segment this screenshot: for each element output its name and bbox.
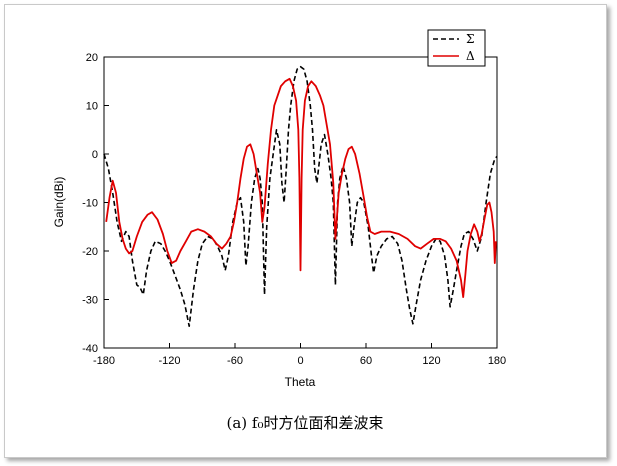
y-tick-label: -30 bbox=[82, 295, 98, 307]
x-tick-label: -60 bbox=[227, 355, 243, 367]
y-tick-label: -40 bbox=[82, 343, 98, 355]
legend-box bbox=[427, 29, 486, 67]
y-axis-label: Gain(dBi) bbox=[52, 177, 66, 228]
x-tick-label: 120 bbox=[422, 355, 440, 367]
axis-ticks: -180 -120 -60 0 60 120 180 -40 -30 -20 -10 0 10 20 bbox=[82, 52, 506, 367]
x-tick-label: -180 bbox=[93, 355, 115, 367]
y-tick-label: 10 bbox=[86, 101, 98, 113]
x-tick-label: 180 bbox=[488, 355, 506, 367]
y-tick-label: 0 bbox=[92, 149, 98, 161]
x-axis-label: Theta bbox=[285, 375, 316, 389]
x-tick-label: 0 bbox=[297, 355, 303, 367]
series-line-delta bbox=[105, 77, 497, 298]
legend-label-sigma: Σ bbox=[466, 32, 474, 46]
series-line-sigma bbox=[103, 65, 498, 327]
y-tick-label: -20 bbox=[82, 246, 98, 258]
figure-caption: (a) f₀时方位面和差波束 bbox=[227, 414, 384, 432]
legend: Σ Δ bbox=[427, 29, 486, 67]
y-tick-label: -10 bbox=[82, 198, 98, 210]
x-tick-label: -120 bbox=[158, 355, 180, 367]
legend-label-delta: Δ bbox=[466, 49, 475, 63]
y-tick-label: 20 bbox=[86, 52, 98, 64]
series-layer bbox=[103, 65, 498, 327]
x-tick-label: 60 bbox=[360, 355, 372, 367]
